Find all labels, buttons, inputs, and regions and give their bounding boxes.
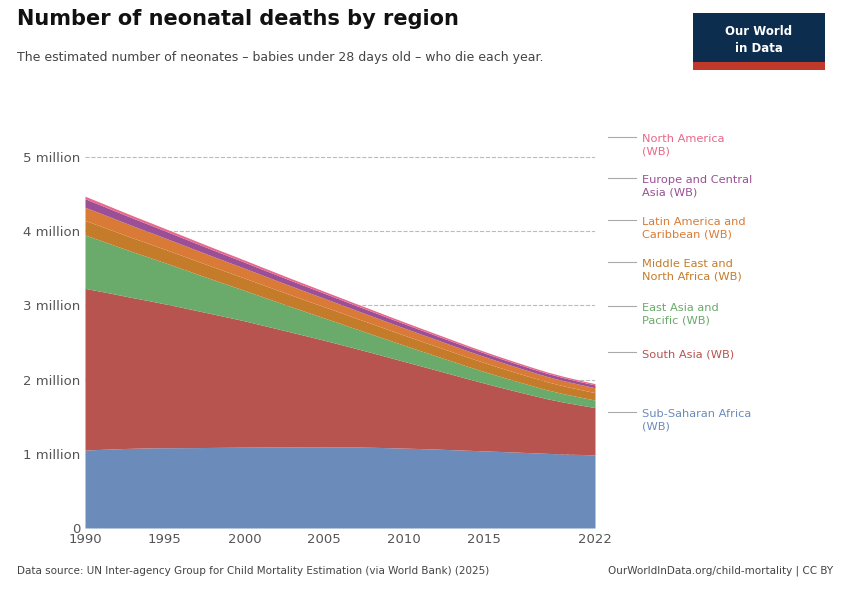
Text: East Asia and
Pacific (WB): East Asia and Pacific (WB) <box>642 303 718 325</box>
Text: Latin America and
Caribbean (WB): Latin America and Caribbean (WB) <box>642 217 745 239</box>
Text: Sub-Saharan Africa
(WB): Sub-Saharan Africa (WB) <box>642 409 751 431</box>
Text: Data source: UN Inter-agency Group for Child Mortality Estimation (via World Ban: Data source: UN Inter-agency Group for C… <box>17 566 490 576</box>
Text: The estimated number of neonates – babies under 28 days old – who die each year.: The estimated number of neonates – babie… <box>17 51 543 64</box>
Text: Middle East and
North Africa (WB): Middle East and North Africa (WB) <box>642 259 741 281</box>
Text: in Data: in Data <box>734 42 783 55</box>
Text: OurWorldInData.org/child-mortality | CC BY: OurWorldInData.org/child-mortality | CC … <box>608 565 833 576</box>
Bar <box>693 62 824 70</box>
Text: Number of neonatal deaths by region: Number of neonatal deaths by region <box>17 9 459 29</box>
Text: South Asia (WB): South Asia (WB) <box>642 349 734 359</box>
Text: Europe and Central
Asia (WB): Europe and Central Asia (WB) <box>642 175 752 197</box>
Text: North America
(WB): North America (WB) <box>642 134 724 157</box>
Text: Our World: Our World <box>725 25 792 38</box>
